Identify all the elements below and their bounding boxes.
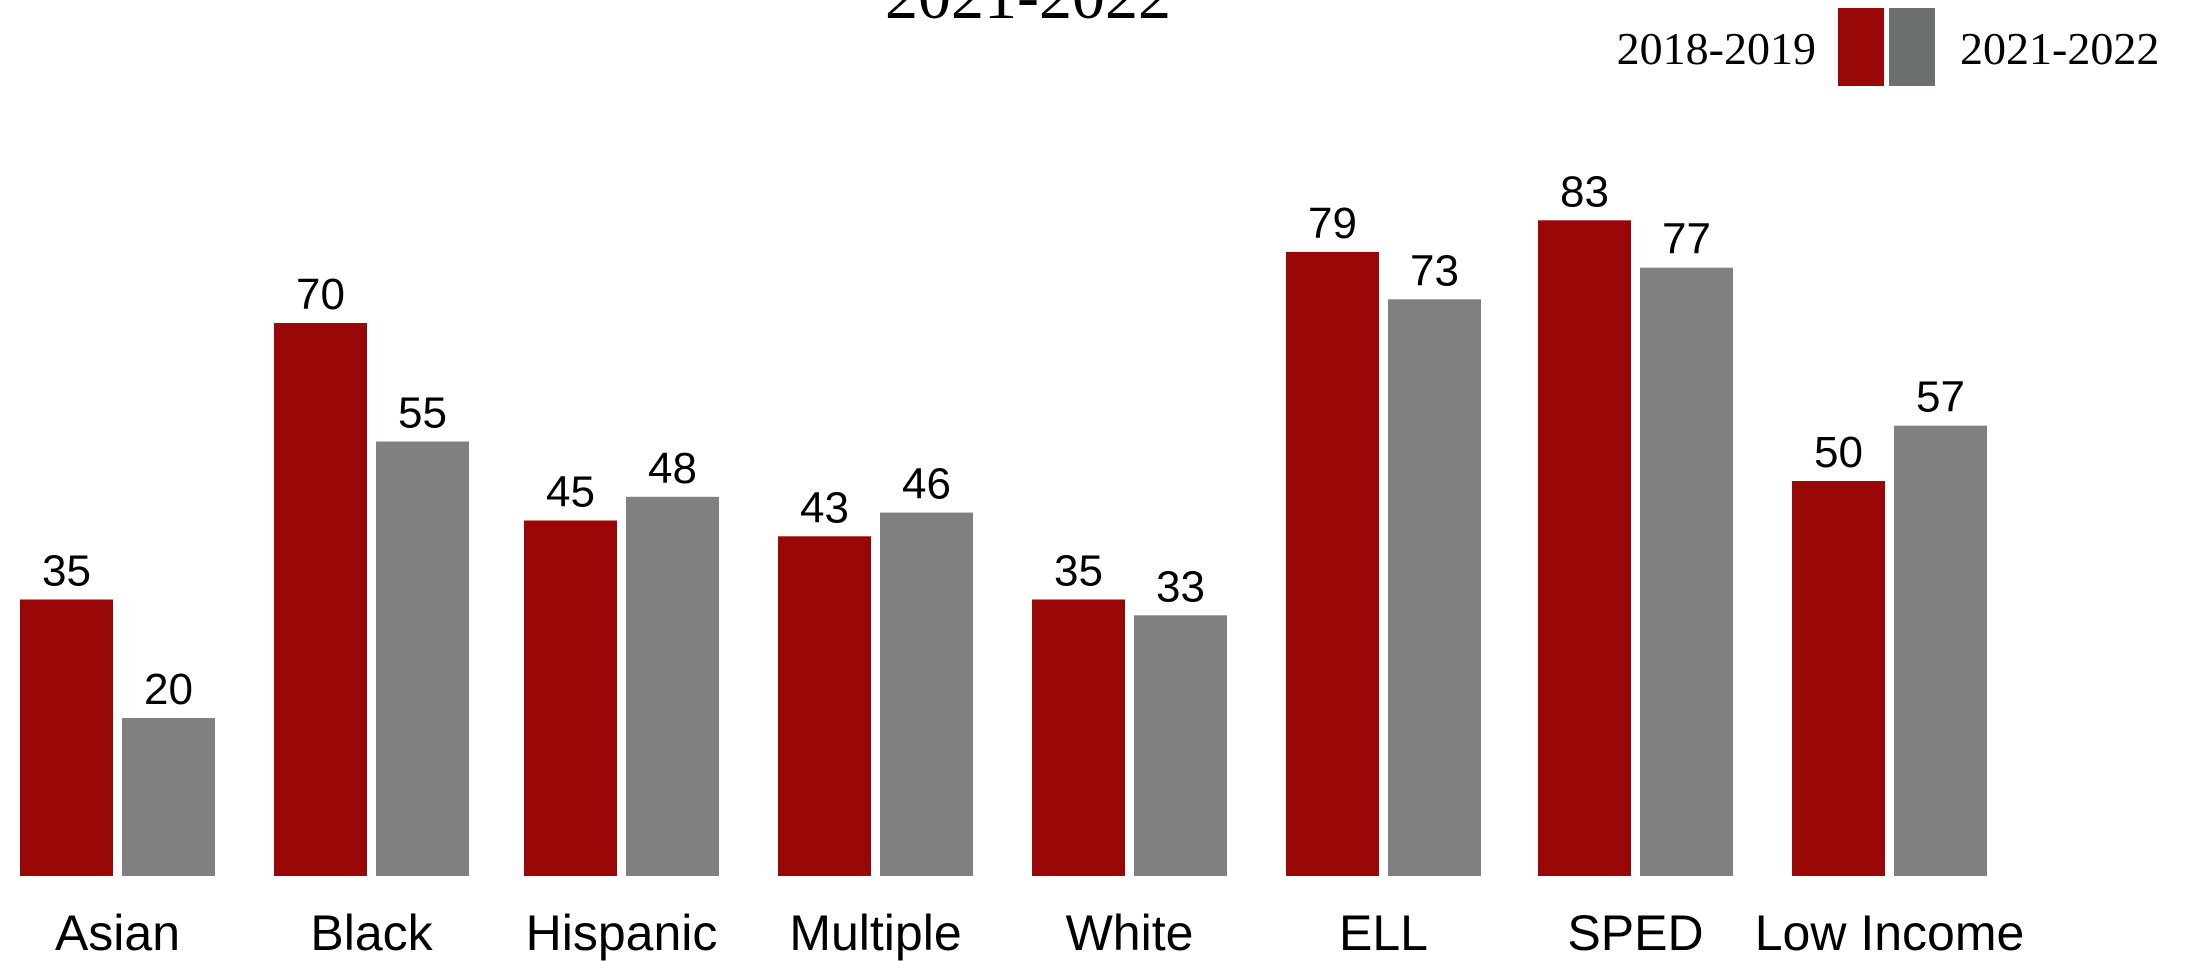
data-label-sped-2021-2022: 77 <box>1662 215 1711 264</box>
category-label-ell: ELL <box>1339 905 1428 961</box>
value-labels: 35 20 70 55 45 48 43 46 35 33 79 73 83 77 50 57 <box>42 167 1965 714</box>
bar-white-2021-2022 <box>1134 615 1227 876</box>
bar-multiple-2021-2022 <box>880 512 973 876</box>
data-label-asian-2021-2022: 20 <box>144 665 193 714</box>
legend: 2018-2019 2021-2022 <box>1617 8 2159 86</box>
data-label-ell-2018-2019: 79 <box>1308 199 1357 248</box>
category-label-asian: Asian <box>55 905 180 961</box>
category-labels: Asian Black Hispanic Multiple White ELL SPED Lo… <box>55 905 2024 961</box>
data-label-black-2021-2022: 55 <box>398 389 447 438</box>
data-label-asian-2018-2019: 35 <box>42 547 91 596</box>
bar-asian-2021-2022 <box>122 718 215 876</box>
bar-hispanic-2021-2022 <box>626 496 719 876</box>
legend-label-2021-2022: 2021-2022 <box>1960 23 2159 74</box>
bar-sped-2018-2019 <box>1538 220 1631 877</box>
data-label-white-2018-2019: 35 <box>1054 547 1103 596</box>
data-label-hispanic-2021-2022: 48 <box>648 444 697 493</box>
data-label-multiple-2021-2022: 46 <box>902 460 951 509</box>
data-label-low-income-2018-2019: 50 <box>1814 428 1863 477</box>
bar-white-2018-2019 <box>1032 599 1125 876</box>
data-label-multiple-2018-2019: 43 <box>800 483 849 532</box>
data-label-ell-2021-2022: 73 <box>1410 246 1459 295</box>
data-label-hispanic-2018-2019: 45 <box>546 468 595 517</box>
legend-label-2018-2019: 2018-2019 <box>1617 23 1816 74</box>
bars <box>20 220 1987 877</box>
data-label-sped-2018-2019: 83 <box>1560 167 1609 216</box>
bar-ell-2018-2019 <box>1286 251 1379 876</box>
category-label-black: Black <box>310 905 433 961</box>
chart-title: 2021-2022 <box>885 0 1171 33</box>
category-label-white: White <box>1066 905 1194 961</box>
bar-sped-2021-2022 <box>1640 267 1733 876</box>
legend-swatch-2018-2019 <box>1838 8 1884 86</box>
data-label-low-income-2021-2022: 57 <box>1916 373 1965 422</box>
data-label-black-2018-2019: 70 <box>296 270 345 319</box>
bar-low-income-2018-2019 <box>1792 481 1885 876</box>
bar-hispanic-2018-2019 <box>524 520 617 876</box>
bar-low-income-2021-2022 <box>1894 425 1987 876</box>
category-label-low-income: Low Income <box>1755 905 2025 961</box>
category-label-hispanic: Hispanic <box>526 905 718 961</box>
legend-swatch-2021-2022 <box>1889 8 1935 86</box>
data-label-white-2021-2022: 33 <box>1156 562 1205 611</box>
bar-black-2018-2019 <box>274 323 367 876</box>
category-label-sped: SPED <box>1567 905 1703 961</box>
bar-multiple-2018-2019 <box>778 536 871 876</box>
bar-asian-2018-2019 <box>20 599 113 876</box>
bar-black-2021-2022 <box>376 441 469 876</box>
category-label-multiple: Multiple <box>789 905 961 961</box>
bar-ell-2021-2022 <box>1388 299 1481 876</box>
